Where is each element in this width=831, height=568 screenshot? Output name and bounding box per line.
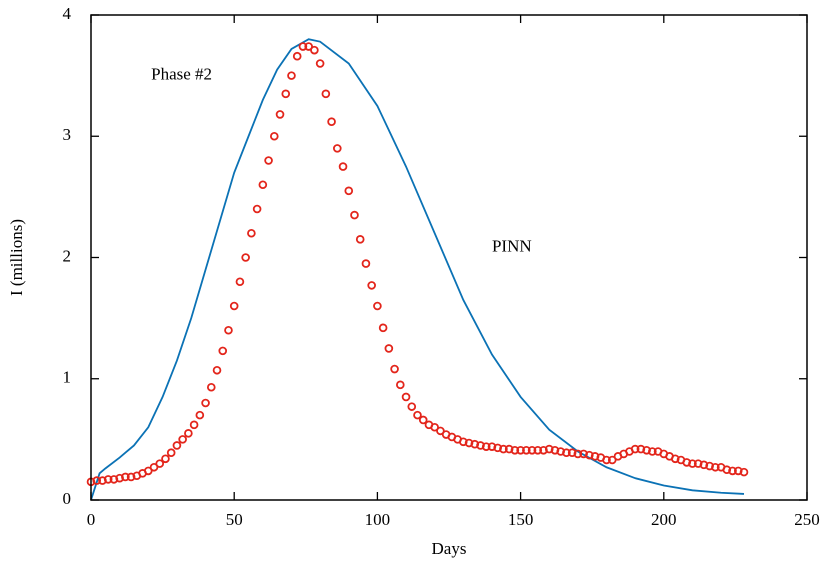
data-point (413, 410, 422, 420)
data-point (143, 466, 153, 476)
x-tick-label: 250 (794, 510, 820, 529)
y-tick-label: 2 (63, 246, 72, 265)
data-point (378, 323, 388, 333)
data-point (711, 462, 720, 472)
data-point (333, 144, 342, 153)
x-tick-label: 100 (365, 510, 391, 529)
data-point (361, 259, 371, 268)
data-point (241, 253, 250, 262)
data-point (338, 162, 348, 171)
data-point (155, 459, 165, 468)
data-point (229, 301, 239, 311)
data-point (367, 281, 376, 290)
data-point (103, 475, 113, 484)
data-point (418, 415, 428, 425)
data-point (166, 448, 176, 458)
data-point (573, 449, 583, 459)
data-point (281, 89, 291, 99)
data-point (264, 156, 273, 165)
x-tick-label: 150 (508, 510, 534, 529)
data-point (355, 235, 365, 244)
data-point (739, 467, 749, 477)
data-point (327, 117, 336, 126)
data-point (269, 131, 279, 141)
data-point (436, 426, 445, 436)
data-point (373, 301, 382, 311)
data-point (224, 325, 233, 335)
data-point (350, 210, 359, 220)
annotation: PINN (492, 237, 532, 256)
data-point (499, 444, 508, 454)
data-point (527, 445, 537, 455)
data-point (390, 364, 399, 374)
y-tick-label: 3 (63, 125, 72, 144)
data-point (212, 365, 222, 375)
data-point (310, 45, 319, 55)
data-point (607, 455, 617, 465)
data-point (401, 392, 411, 402)
data-point (728, 466, 737, 476)
data-point (206, 382, 216, 392)
data-point (195, 410, 205, 420)
annotation: Phase #2 (151, 65, 212, 84)
data-point (247, 228, 256, 238)
data-point (218, 346, 228, 356)
data-point (516, 445, 525, 455)
data-point (602, 455, 611, 465)
data-point (510, 445, 520, 455)
data-point (275, 110, 285, 119)
y-tick-label: 4 (63, 4, 72, 23)
data-point (481, 442, 491, 451)
data-point (172, 441, 182, 450)
data-point (189, 420, 199, 430)
x-axis-label: Days (432, 539, 467, 558)
x-tick-label: 50 (226, 510, 243, 529)
data-point (149, 462, 159, 472)
x-tick-label: 0 (87, 510, 96, 529)
data-point (201, 398, 210, 408)
data-point (648, 447, 657, 456)
data-point (430, 422, 439, 432)
pinn-curve (90, 38, 745, 501)
data-point (287, 71, 296, 80)
data-point (315, 59, 325, 68)
data-point (292, 51, 302, 61)
data-point (92, 476, 102, 485)
data-point (304, 42, 313, 51)
x-tick-label: 200 (651, 510, 677, 529)
data-point (161, 454, 170, 464)
data-point (258, 180, 268, 190)
data-point (235, 277, 245, 287)
data-point (121, 472, 130, 482)
y-tick-label: 0 (63, 489, 72, 508)
data-point (688, 459, 697, 468)
y-tick-label: 1 (63, 368, 72, 387)
data-point (533, 445, 543, 455)
data-point (252, 204, 262, 214)
data-point (562, 448, 571, 458)
data-point (630, 444, 640, 454)
data-point (344, 186, 354, 196)
data-point (522, 445, 531, 455)
data-point (407, 402, 417, 411)
data-point (321, 89, 331, 99)
plot-frame (90, 14, 808, 501)
data-point (178, 435, 187, 444)
data-point (184, 429, 193, 438)
data-point (384, 344, 394, 353)
data-point (298, 42, 308, 51)
y-axis-label: I (millions) (7, 219, 26, 296)
data-point (396, 380, 405, 390)
